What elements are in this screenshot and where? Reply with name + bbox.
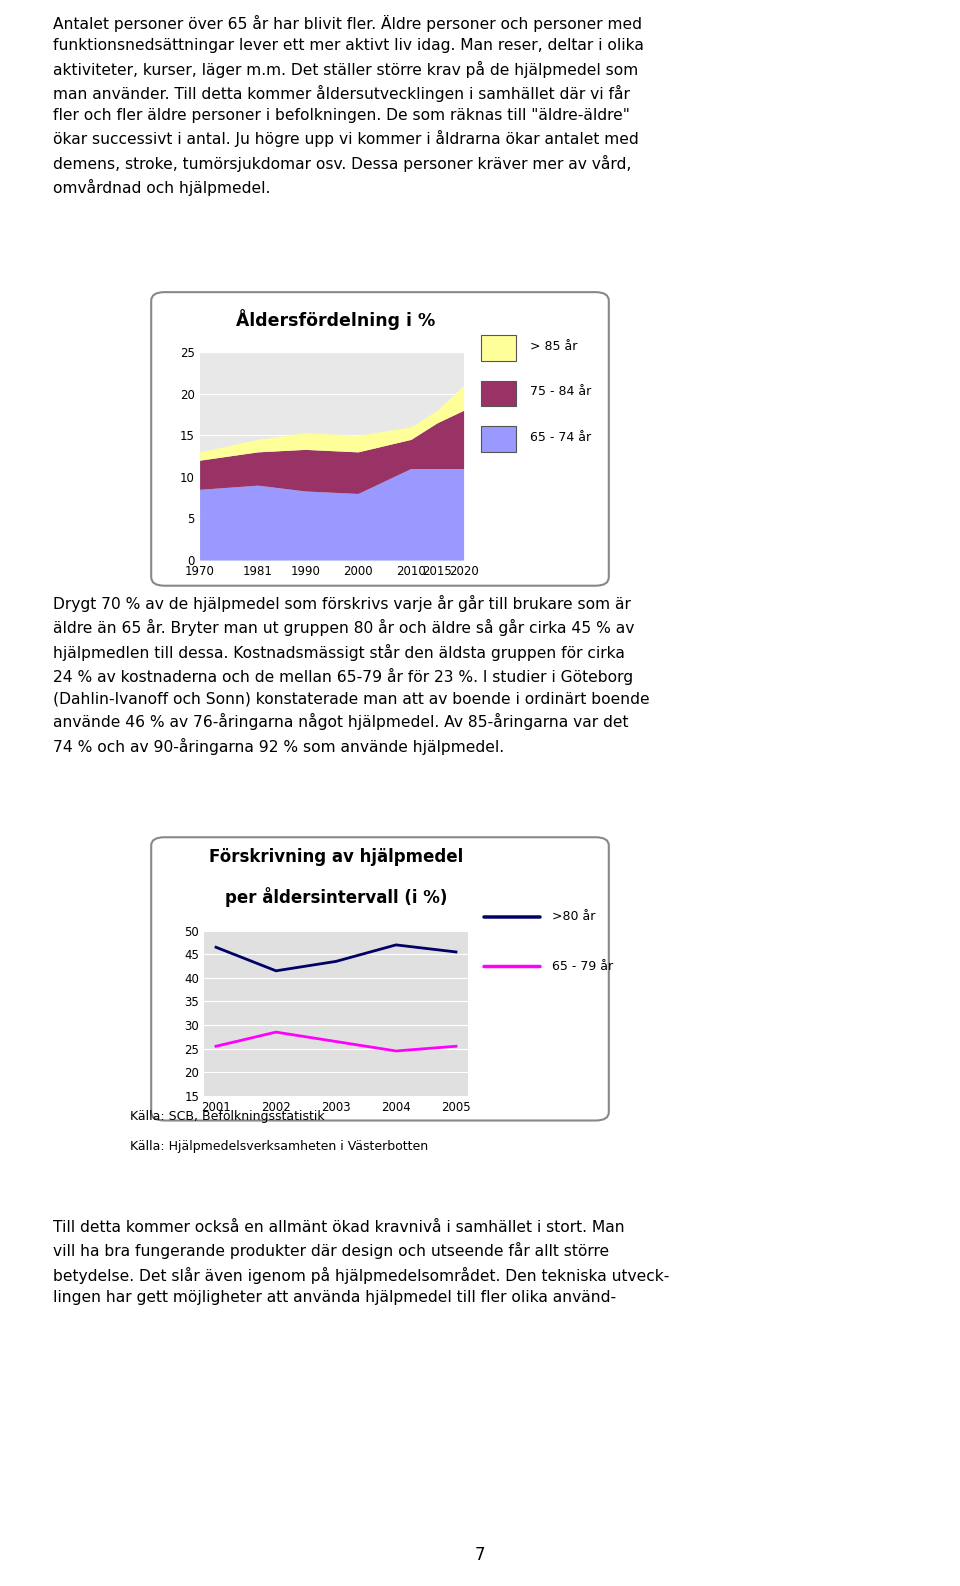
FancyBboxPatch shape (151, 292, 609, 585)
FancyBboxPatch shape (481, 381, 516, 406)
Text: Källa: SCB, Befolkningsstatistik: Källa: SCB, Befolkningsstatistik (130, 1110, 324, 1123)
Text: Antalet personer över 65 år har blivit fler. Äldre personer och personer med
fun: Antalet personer över 65 år har blivit f… (53, 14, 643, 197)
Text: Till detta kommer också en allmänt ökad kravnivå i samhället i stort. Man
vill h: Till detta kommer också en allmänt ökad … (53, 1220, 669, 1305)
FancyBboxPatch shape (481, 427, 516, 452)
FancyBboxPatch shape (151, 837, 609, 1120)
Text: Förskrivning av hjälpmedel: Förskrivning av hjälpmedel (209, 849, 463, 866)
Text: Källa: Hjälpmedelsverksamheten i Västerbotten: Källa: Hjälpmedelsverksamheten i Västerb… (130, 1140, 428, 1153)
Text: 65 - 79 år: 65 - 79 år (552, 960, 612, 972)
Text: >80 år: >80 år (552, 910, 595, 923)
FancyBboxPatch shape (481, 335, 516, 360)
Text: per åldersintervall (i %): per åldersintervall (i %) (225, 887, 447, 907)
Text: > 85 år: > 85 år (530, 339, 577, 352)
Text: 75 - 84 år: 75 - 84 år (530, 385, 590, 398)
Text: 7: 7 (475, 1546, 485, 1564)
Text: 65 - 74 år: 65 - 74 år (530, 431, 590, 444)
Text: Åldersfördelning i %: Åldersfördelning i % (236, 309, 436, 330)
Text: Drygt 70 % av de hjälpmedel som förskrivs varje år går till brukare som är
äldre: Drygt 70 % av de hjälpmedel som förskriv… (53, 595, 649, 755)
